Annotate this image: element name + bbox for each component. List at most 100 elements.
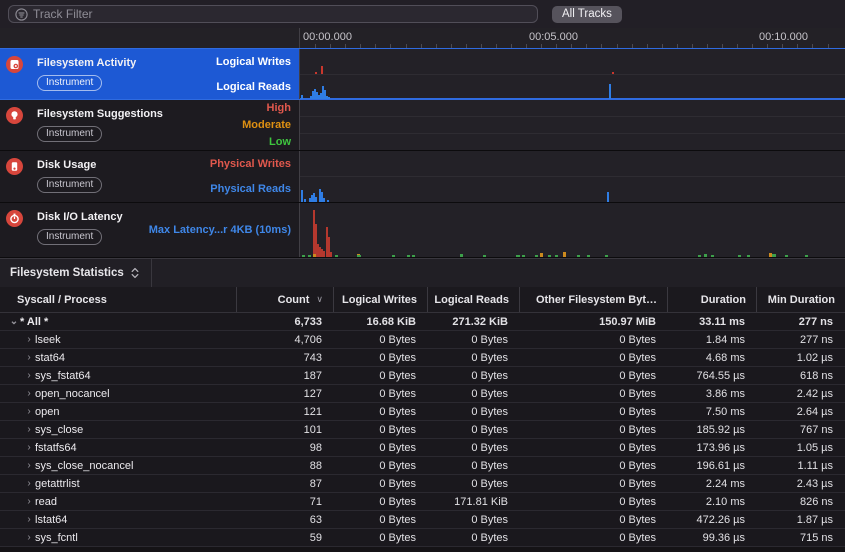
track-chart-filesystem-activity[interactable] — [300, 49, 845, 99]
logical-writes-cell: 0 Bytes — [379, 351, 416, 364]
chart-lane-physical-reads[interactable] — [300, 177, 845, 202]
count-cell: 4,706 — [294, 333, 322, 346]
disclosure-icon[interactable]: › — [27, 532, 31, 543]
chart-bar — [313, 193, 315, 202]
duration-cell: 764.55 µs — [696, 369, 745, 382]
column-header-logical-reads[interactable]: Logical Reads — [428, 287, 520, 312]
disclosure-icon[interactable]: › — [27, 496, 31, 507]
lane-label-max-latency: Max Latency...r 4KB (10ms) — [148, 224, 291, 236]
track-chart-disk-io-latency[interactable] — [300, 203, 845, 257]
chart-lane-logical-reads[interactable] — [300, 75, 845, 99]
column-header-logical-writes[interactable]: Logical Writes — [334, 287, 428, 312]
track-filter-placeholder: Track Filter — [33, 7, 93, 21]
logical-writes-cell: 0 Bytes — [379, 333, 416, 346]
chart-lane-physical-writes[interactable] — [300, 151, 845, 177]
table-row[interactable]: › sys_fcntl 59 0 Bytes 0 Bytes 0 Bytes 99… — [0, 529, 845, 547]
all-tracks-button[interactable]: All Tracks — [552, 5, 622, 23]
syscall-name: sys_close — [35, 423, 84, 436]
syscall-name: * All * — [20, 315, 49, 328]
track-head-filesystem-activity[interactable]: Filesystem Activity Instrument Logical W… — [0, 49, 300, 99]
track-chart-filesystem-suggestions[interactable] — [300, 100, 845, 150]
disclosure-icon[interactable]: › — [27, 334, 31, 345]
syscall-name: fstatfs64 — [35, 441, 77, 454]
ruler-tick — [465, 44, 467, 48]
chart-bar — [310, 96, 312, 99]
chart-lane-high[interactable] — [300, 100, 845, 117]
track-disk-usage[interactable]: Disk Usage Instrument Physical Writes Ph… — [0, 151, 845, 203]
table-row[interactable]: › sys_close_nocancel 88 0 Bytes 0 Bytes 0… — [0, 457, 845, 475]
ruler-tick — [375, 44, 377, 48]
track-filesystem-activity[interactable]: Filesystem Activity Instrument Logical W… — [0, 48, 845, 100]
table-row[interactable]: › read 71 0 Bytes 171.81 KiB 0 Bytes 2.10… — [0, 493, 845, 511]
count-cell: 127 — [303, 387, 322, 400]
table-row[interactable]: › lstat64 63 0 Bytes 0 Bytes 0 Bytes 472.… — [0, 511, 845, 529]
column-header-other-filesystem-bytes[interactable]: Other Filesystem Byt… — [520, 287, 668, 312]
disclosure-icon[interactable]: › — [27, 424, 31, 435]
track-chart-disk-usage[interactable] — [300, 151, 845, 202]
chart-lane-logical-writes[interactable] — [300, 49, 845, 75]
track-head-disk-io-latency[interactable]: Disk I/O Latency Instrument Max Latency.… — [0, 203, 300, 257]
chart-bar — [704, 254, 707, 257]
detail-view-selector[interactable]: Filesystem Statistics — [0, 259, 152, 287]
table-row[interactable]: › lseek 4,706 0 Bytes 0 Bytes 0 Bytes 1.8… — [0, 331, 845, 349]
table-row[interactable]: › fstatfs64 98 0 Bytes 0 Bytes 0 Bytes 17… — [0, 439, 845, 457]
chart-bar — [323, 198, 325, 202]
detail-view-selector-label: Filesystem Statistics — [10, 267, 124, 279]
lane-label-moderate: Moderate — [242, 119, 291, 131]
column-header-min-duration[interactable]: Min Duration — [767, 293, 835, 306]
chart-bar — [738, 255, 741, 257]
table-row[interactable]: › open 121 0 Bytes 0 Bytes 0 Bytes 7.50 m… — [0, 403, 845, 421]
chart-lane-low[interactable] — [300, 134, 845, 150]
track-filesystem-suggestions[interactable]: Filesystem Suggestions Instrument High M… — [0, 100, 845, 151]
chart-lane-latency[interactable] — [300, 203, 845, 257]
chart-bar — [323, 251, 325, 257]
track-filter-input[interactable]: Track Filter — [8, 5, 538, 23]
count-cell: 6,733 — [294, 315, 322, 328]
column-header-syscall-process[interactable]: Syscall / Process — [0, 287, 237, 312]
disclosure-icon[interactable]: › — [27, 388, 31, 399]
disclosure-icon[interactable]: › — [27, 406, 31, 417]
track-head-filesystem-suggestions[interactable]: Filesystem Suggestions Instrument High M… — [0, 100, 300, 150]
timeline-ruler[interactable]: 00:00.000 00:05.000 00:10.000 — [300, 28, 845, 48]
table-row[interactable]: › sys_close 101 0 Bytes 0 Bytes 0 Bytes 1… — [0, 421, 845, 439]
table-row[interactable]: › open_nocancel 127 0 Bytes 0 Bytes 0 Byt… — [0, 385, 845, 403]
column-header-duration[interactable]: Duration — [668, 287, 757, 312]
syscall-name: sys_fstat64 — [35, 369, 91, 382]
disclosure-icon[interactable]: › — [27, 442, 31, 453]
count-cell: 71 — [309, 495, 322, 508]
chart-bar — [312, 91, 314, 99]
ruler-tick — [480, 44, 482, 48]
chart-bar — [577, 255, 580, 257]
duration-cell: 196.61 µs — [696, 459, 745, 472]
other-filesystem-bytes-cell: 150.97 MiB — [599, 315, 656, 328]
disclosure-icon[interactable]: › — [27, 370, 31, 381]
disclosure-icon[interactable]: ⌄ — [9, 316, 19, 327]
disclosure-icon[interactable]: › — [27, 352, 31, 363]
table-row[interactable]: › sys_fstat64 187 0 Bytes 0 Bytes 0 Bytes… — [0, 367, 845, 385]
timeline-ruler-row: 00:00.000 00:05.000 00:10.000 — [0, 28, 845, 48]
logical-writes-cell: 0 Bytes — [379, 513, 416, 526]
disclosure-icon[interactable]: › — [27, 460, 31, 471]
chart-lane-moderate[interactable] — [300, 117, 845, 134]
track-head-disk-usage[interactable]: Disk Usage Instrument Physical Writes Ph… — [0, 151, 300, 202]
ruler-tick — [526, 44, 528, 48]
track-disk-io-latency[interactable]: Disk I/O Latency Instrument Max Latency.… — [0, 203, 845, 258]
chart-bar — [302, 255, 305, 257]
chart-bar — [301, 190, 303, 202]
lane-labels: Max Latency...r 4KB (10ms) — [149, 203, 291, 257]
column-header-count[interactable]: Count ∨ — [237, 287, 334, 312]
table-row[interactable]: › stat64 743 0 Bytes 0 Bytes 0 Bytes 4.68… — [0, 349, 845, 367]
ruler-tick — [782, 44, 784, 48]
duration-cell: 2.24 ms — [705, 477, 745, 490]
table-row[interactable]: › getattrlist 87 0 Bytes 0 Bytes 0 Bytes … — [0, 475, 845, 493]
disclosure-icon[interactable]: › — [27, 478, 31, 489]
duration-cell: 1.84 ms — [705, 333, 745, 346]
logical-reads-cell: 0 Bytes — [471, 459, 508, 472]
other-filesystem-bytes-cell: 0 Bytes — [619, 369, 656, 382]
logical-reads-cell: 0 Bytes — [471, 351, 508, 364]
ruler-tick — [495, 44, 497, 48]
min-duration-cell: 1.02 µs — [796, 351, 833, 364]
disclosure-icon[interactable]: › — [27, 514, 31, 525]
syscall-name: lstat64 — [35, 513, 68, 526]
table-row[interactable]: ⌄ * All * 6,733 16.68 KiB 271.32 KiB 150.… — [0, 313, 845, 331]
